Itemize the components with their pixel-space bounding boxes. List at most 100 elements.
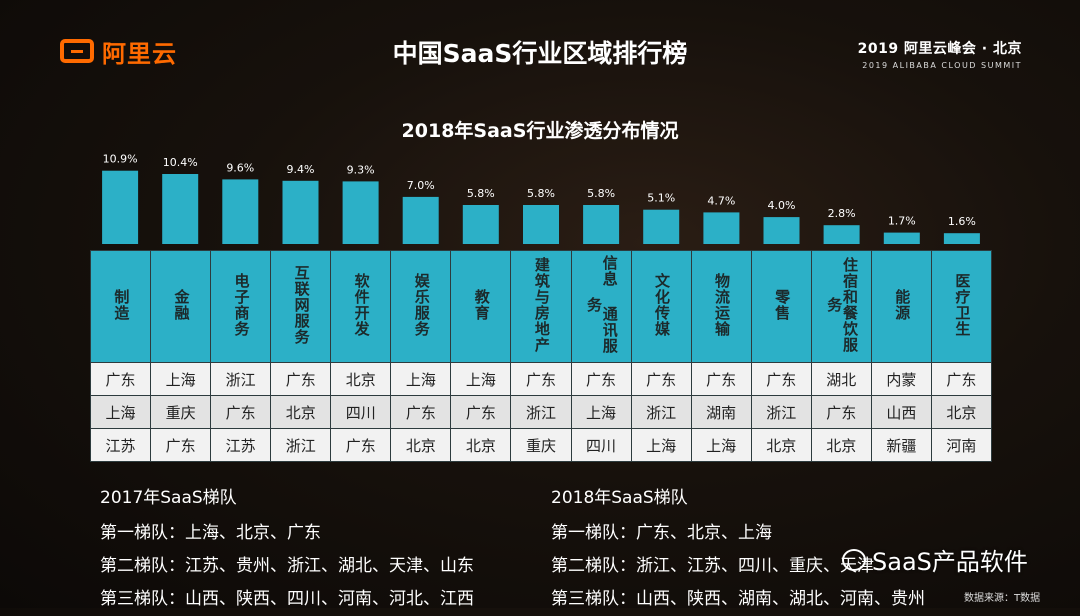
table-header-cell: 住宿和餐饮服务 (810, 250, 872, 363)
table-header-label: 住宿和餐饮服务 (825, 256, 860, 353)
table-header-cell: 信息 通讯服务 (570, 250, 632, 363)
table-header-label: 能源 (893, 288, 912, 321)
table-header-label: 医疗卫生 (953, 272, 972, 337)
tiers-2018: 2018年SaaS梯队 第一梯队：广东、北京、上海 第二梯队：浙江、江苏、四川、… (551, 482, 925, 616)
table-cell: 湖北 (810, 362, 872, 396)
table-header-label: 教育 (472, 288, 491, 321)
table-header-label: 信息 通讯服务 (585, 255, 619, 354)
table-row: 广东 上海 浙江 广东 北京 上海 上海 广东 广东 广东 广东 广东 湖北 内蒙 广东 (89, 362, 993, 396)
tiers-2017-title: 2017年SaaS梯队 (100, 488, 237, 508)
bar-chart: 10.9% 10.4% 9.6% 9.4% 9.3% 7.0% 5.8% 5.8% 5.8% 5.… (102, 153, 980, 244)
table-header-label: 金融 (172, 288, 191, 321)
bar-value-label: 10.9% (103, 153, 138, 166)
summit-title: 2019 阿里云峰会 · 北京 (857, 41, 1022, 57)
bar-互联网服务 (282, 180, 319, 244)
table-header-cell: 电子商务 (210, 250, 272, 363)
table-cell: 广东 (330, 428, 392, 462)
table-header-cell: 零售 (750, 250, 812, 363)
table-cell: 上海 (89, 395, 152, 429)
table-header-label: 文化传媒 (652, 272, 671, 337)
bar-value-label: 5.1% (647, 192, 675, 205)
table-row: 江苏 广东 江苏 浙江 广东 北京 北京 重庆 四川 上海 上海 北京 北京 新疆 河南 (89, 428, 993, 462)
table-header-cell: 医疗卫生 (930, 250, 993, 363)
table-cell: 北京 (330, 362, 392, 396)
table-row: 上海 重庆 广东 北京 四川 广东 广东 浙江 上海 浙江 湖南 浙江 广东 山西 北京 (89, 395, 993, 429)
table-header-label: 零售 (773, 288, 792, 321)
table-cell: 四川 (570, 428, 632, 462)
bar-value-label: 9.4% (287, 163, 315, 176)
bar-教育 (462, 205, 499, 244)
table-cell: 广东 (270, 362, 332, 396)
table-cell: 北京 (930, 395, 993, 429)
table-header-cell: 金融 (150, 250, 212, 363)
table-cell: 广东 (390, 395, 452, 429)
table-cell: 广东 (690, 362, 752, 396)
table-cell: 四川 (330, 395, 392, 429)
table-cell: 山西 (870, 395, 932, 429)
watermark-text: SaaS产品软件 (872, 548, 1028, 576)
industry-region-table: 制造 金融 电子商务 互联网服务 软件开发 娱乐服务 教育 建筑与房地产 信息 通讯服务 文化传媒… (89, 250, 993, 462)
bar-物流运输 (703, 212, 740, 244)
table-cell: 广东 (450, 395, 512, 429)
bar-娱乐服务 (402, 196, 439, 244)
table-cell: 广东 (750, 362, 812, 396)
tiers-2017-line: 第二梯队：江苏、贵州、浙江、湖北、天津、山东 (100, 556, 474, 576)
bar-零售 (763, 217, 800, 244)
bar-文化传媒 (643, 209, 680, 244)
chart-title: 2018年SaaS行业渗透分布情况 (401, 120, 679, 142)
table-cell: 上海 (150, 362, 212, 396)
bar-住宿和餐饮服务 (823, 225, 860, 244)
page-title: 中国SaaS行业区域排行榜 (392, 39, 688, 68)
table-cell: 广东 (510, 362, 572, 396)
bar-制造 (102, 170, 139, 244)
table-cell: 江苏 (210, 428, 272, 462)
table-cell: 上海 (570, 395, 632, 429)
table-cell: 上海 (630, 428, 692, 462)
table-header-label: 建筑与房地产 (532, 256, 551, 353)
tiers-2017: 2017年SaaS梯队 第一梯队：上海、北京、广东 第二梯队：江苏、贵州、浙江、… (100, 482, 474, 616)
tiers-2018-line: 第三梯队：山西、陕西、湖南、湖北、河南、贵州 (551, 589, 925, 609)
table-header-cell: 物流运输 (690, 250, 752, 363)
bar-value-label: 1.7% (888, 215, 916, 228)
summit-subtitle: 2019 ALIBABA CLOUD SUMMIT (862, 61, 1022, 70)
table-header-label: 软件开发 (352, 272, 371, 337)
bar-value-label: 7.0% (407, 179, 435, 192)
bar-value-label: 5.8% (587, 187, 615, 200)
bar-value-label: 5.8% (527, 187, 555, 200)
bar-软件开发 (342, 181, 379, 244)
table-header-cell: 文化传媒 (630, 250, 692, 363)
bar-value-label: 9.6% (226, 161, 254, 174)
table-header-cell: 教育 (450, 250, 512, 363)
bar-建筑与房地产 (523, 205, 559, 244)
bar-金融 (162, 174, 199, 244)
table-cell: 湖南 (690, 395, 752, 429)
alibaba-cloud-logo-icon (60, 39, 94, 63)
bar-value-label: 5.8% (467, 187, 495, 200)
table-header-label: 娱乐服务 (412, 272, 431, 337)
bar-医疗卫生 (943, 233, 980, 244)
wechat-watermark: SaaS产品软件 (842, 542, 1028, 577)
table-cell: 北京 (810, 428, 872, 462)
table-cell: 北京 (450, 428, 512, 462)
bar-能源 (883, 232, 920, 244)
table-header-cell: 建筑与房地产 (510, 250, 572, 363)
summit-badge: 2019 阿里云峰会 · 北京 2019 ALIBABA CLOUD SUMMI… (858, 38, 1022, 70)
table-cell: 上海 (690, 428, 752, 462)
table-header-cell: 能源 (870, 250, 932, 363)
tiers-2018-line: 第一梯队：广东、北京、上海 (551, 523, 772, 543)
table-cell: 浙江 (210, 362, 272, 396)
table-cell: 广东 (570, 362, 632, 396)
table-header-label: 制造 (112, 288, 131, 321)
table-cell: 浙江 (510, 395, 572, 429)
table-header-cell: 制造 (89, 250, 152, 363)
bar-value-label: 4.7% (707, 194, 735, 207)
table-cell: 上海 (390, 362, 452, 396)
table-cell: 广东 (210, 395, 272, 429)
bar-value-label: 10.4% (163, 156, 198, 169)
table-cell: 北京 (390, 428, 452, 462)
table-cell: 北京 (270, 395, 332, 429)
table-cell: 广东 (810, 395, 872, 429)
wechat-icon (842, 548, 866, 571)
table-cell: 北京 (750, 428, 812, 462)
table-cell: 广东 (150, 428, 212, 462)
